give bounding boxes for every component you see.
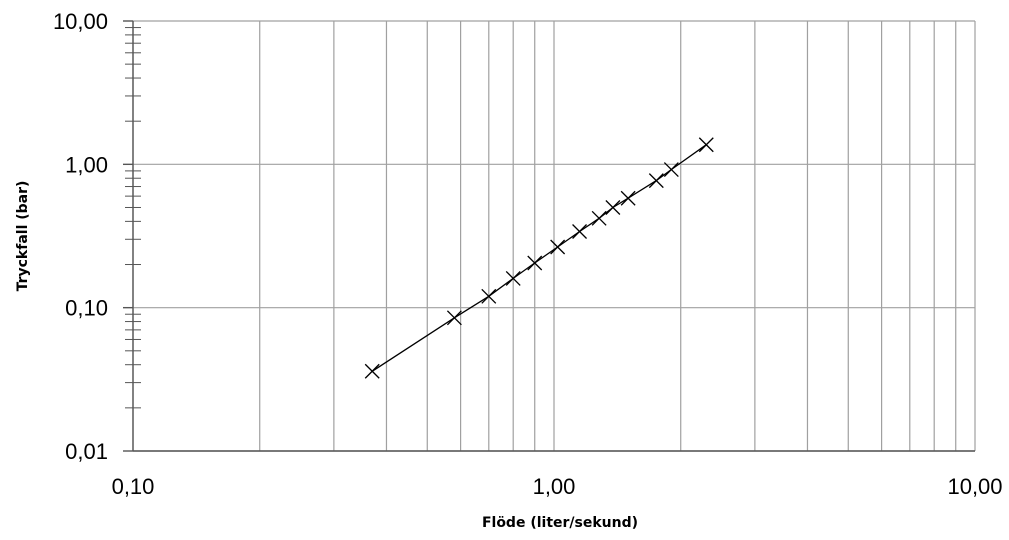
y-tick-label: 0,01 bbox=[65, 439, 108, 464]
data-point-marker bbox=[527, 255, 543, 271]
y-tick-label: 10,00 bbox=[53, 9, 108, 34]
marker-stroke bbox=[505, 270, 521, 286]
x-axis-title: Flöde (liter/sekund) bbox=[482, 515, 638, 531]
x-tick-label: 0,10 bbox=[112, 474, 155, 499]
marker-stroke bbox=[605, 200, 621, 215]
data-series bbox=[364, 137, 714, 379]
marker-stroke bbox=[648, 173, 664, 189]
data-point-marker bbox=[481, 288, 497, 304]
marker-stroke bbox=[663, 162, 679, 177]
marker-stroke bbox=[550, 239, 566, 255]
data-point-marker bbox=[505, 270, 521, 286]
data-point-marker bbox=[591, 210, 607, 226]
y-tick-label: 1,00 bbox=[65, 152, 108, 177]
data-point-marker bbox=[663, 162, 679, 177]
data-point-marker bbox=[648, 173, 664, 189]
data-point-marker bbox=[446, 310, 462, 326]
marker-stroke bbox=[698, 137, 714, 153]
tick-labels: 10,001,000,100,010,10 1,00 10,00 bbox=[53, 9, 1003, 499]
marker-stroke bbox=[481, 288, 497, 304]
x-tick-label: 1,00 bbox=[533, 474, 576, 499]
data-point-marker bbox=[698, 137, 714, 153]
axes bbox=[123, 20, 975, 452]
grid bbox=[132, 20, 976, 452]
y-axis-title: Tryckfall (bar) bbox=[15, 181, 31, 292]
y-tick-label: 0,10 bbox=[65, 296, 108, 321]
marker-stroke bbox=[591, 210, 607, 226]
marker-stroke bbox=[527, 255, 543, 271]
marker-stroke bbox=[620, 190, 636, 206]
data-point-marker bbox=[605, 200, 621, 215]
data-point-marker bbox=[620, 190, 636, 206]
marker-stroke bbox=[364, 363, 380, 379]
marker-stroke bbox=[572, 224, 588, 239]
data-point-marker bbox=[572, 224, 588, 239]
data-point-marker bbox=[550, 239, 566, 255]
marker-stroke bbox=[446, 310, 462, 326]
data-point-marker bbox=[364, 363, 380, 379]
x-tick-label: 10,00 bbox=[947, 474, 1002, 499]
